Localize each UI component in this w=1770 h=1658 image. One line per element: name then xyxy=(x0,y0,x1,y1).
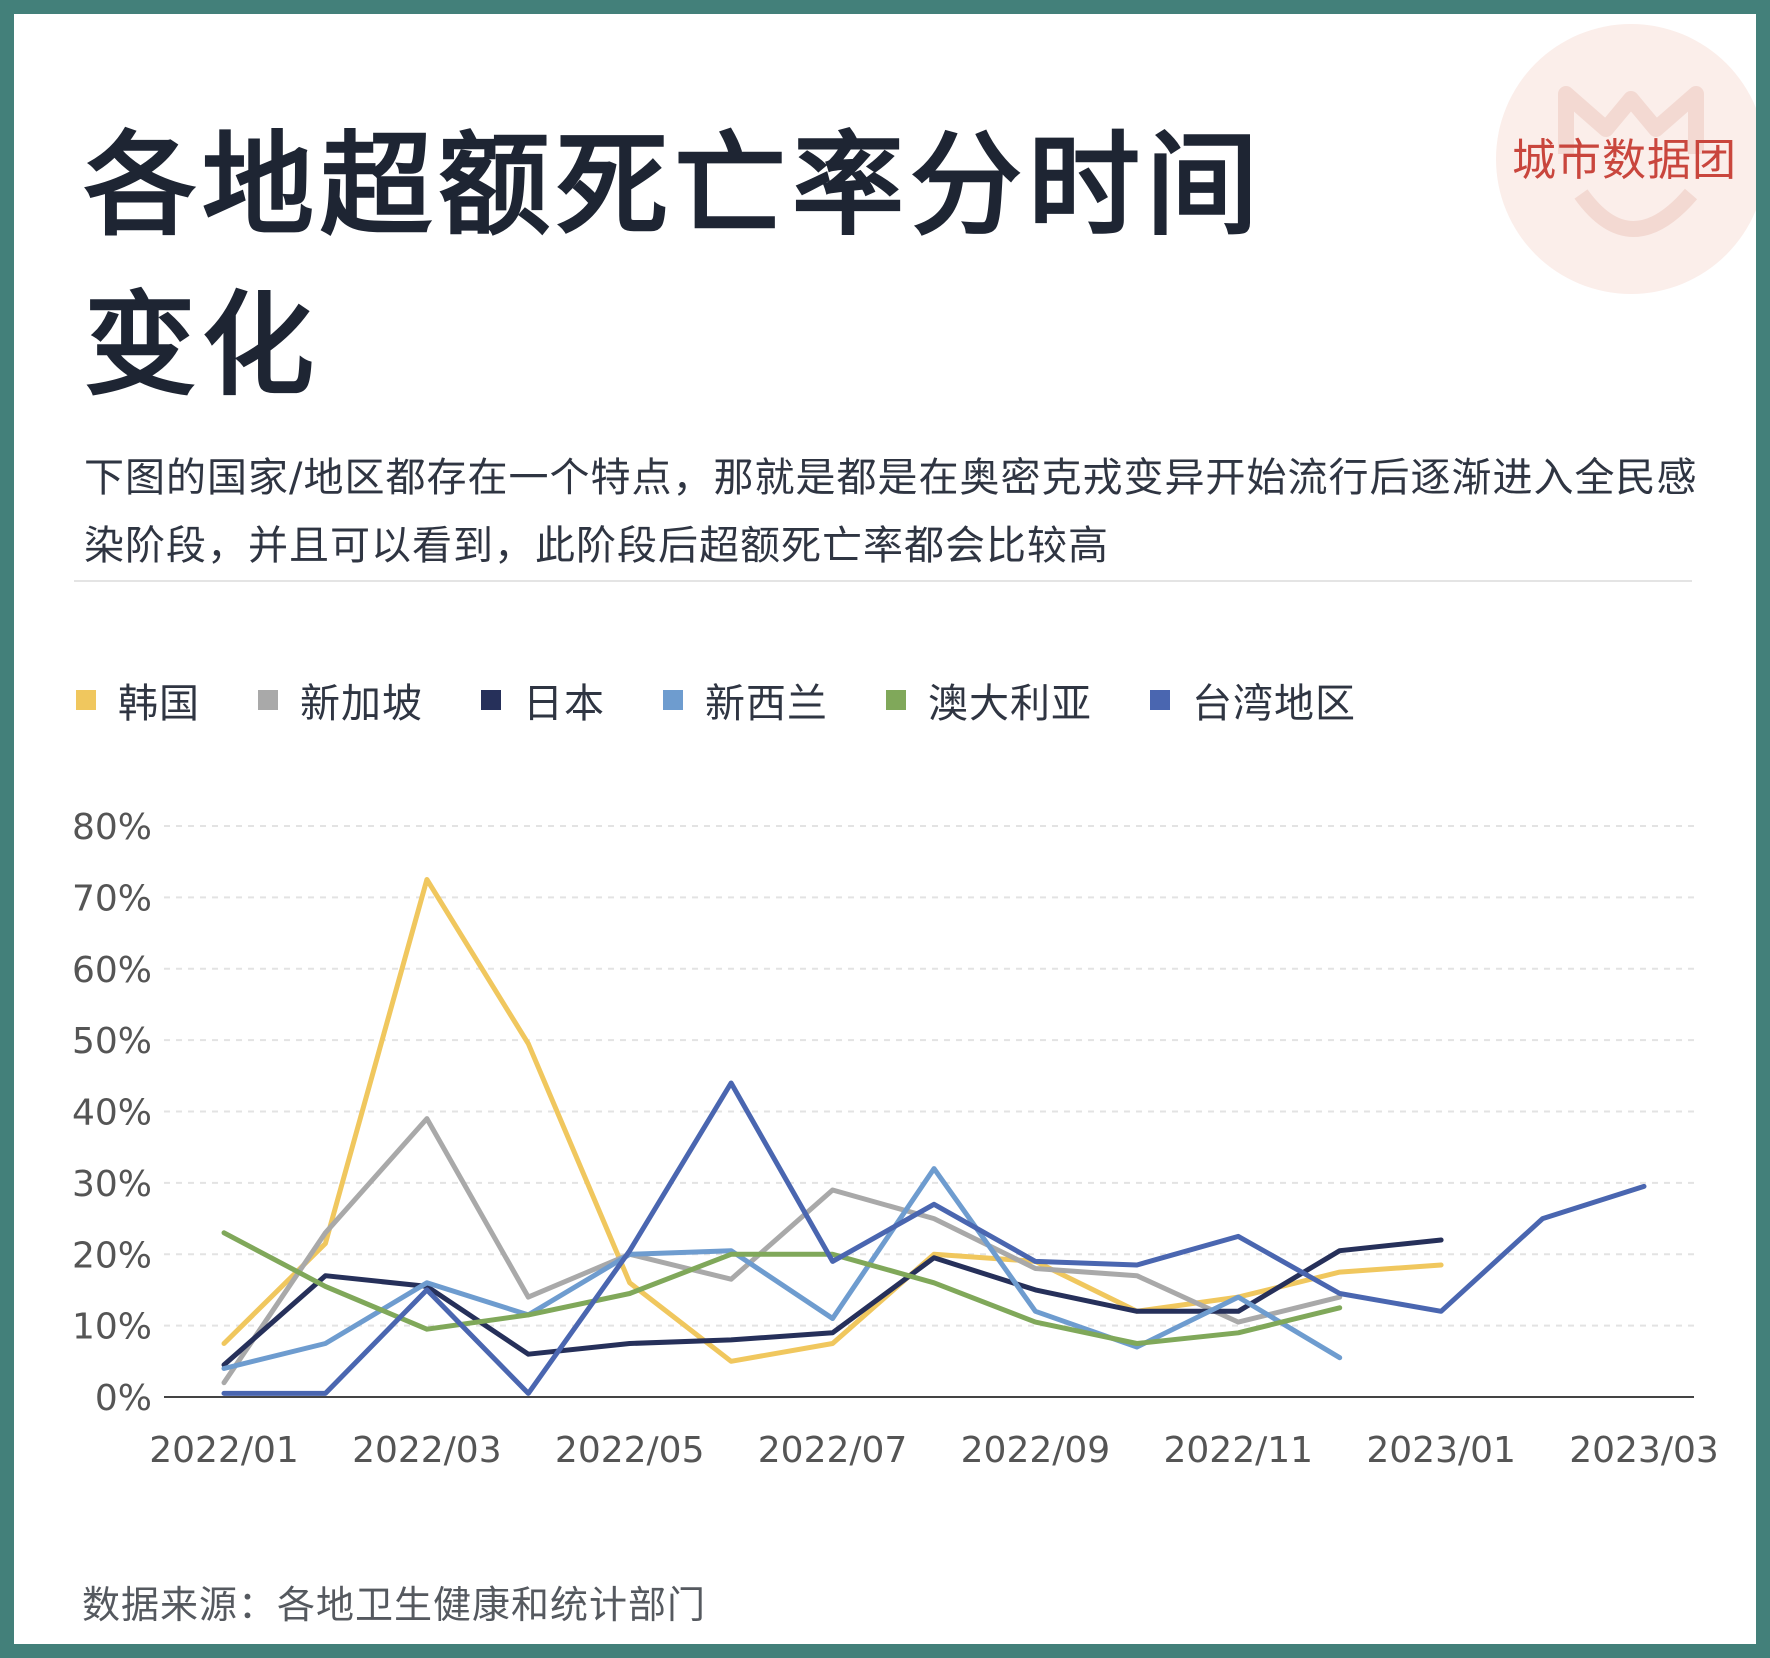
legend-label: 台湾地区 xyxy=(1192,681,1356,727)
legend-item: 日本 xyxy=(481,671,605,729)
legend-label: 新西兰 xyxy=(705,681,828,727)
x-tick-label: 2022/09 xyxy=(961,1430,1111,1471)
y-tick-label: 20% xyxy=(72,1235,152,1276)
legend-swatch xyxy=(76,690,96,710)
chart-legend: 韩国 新加坡 日本 新西兰 澳大利亚 台湾地区 xyxy=(76,670,1414,730)
legend-label: 澳大利亚 xyxy=(928,681,1092,727)
line-chart: 0% 10% 20% 30% 40% 50% 60% 70% 80% 2022/01 2022/03… xyxy=(72,807,1719,1471)
legend-item: 韩国 xyxy=(76,671,200,729)
legend-label: 韩国 xyxy=(118,681,200,727)
legend-label: 新加坡 xyxy=(300,681,423,727)
legend-swatch xyxy=(1150,690,1170,710)
x-tick-label: 2022/05 xyxy=(555,1430,705,1471)
y-tick-label: 60% xyxy=(72,950,152,991)
y-tick-label: 80% xyxy=(72,807,152,848)
legend-item: 澳大利亚 xyxy=(886,671,1092,729)
logo-icon xyxy=(1558,86,1704,237)
chart-card: 城市数据团 各地超额死亡率分时间变化 下图的国家/地区都存在一个特点，那就是都是… xyxy=(14,14,1756,1644)
x-tick-label: 2022/07 xyxy=(758,1430,908,1471)
legend-swatch xyxy=(481,690,501,710)
y-tick-label: 30% xyxy=(72,1164,152,1205)
legend-item: 台湾地区 xyxy=(1150,671,1356,729)
legend-item: 新西兰 xyxy=(663,671,828,729)
y-tick-label: 0% xyxy=(95,1378,152,1419)
page-subtitle: 下图的国家/地区都存在一个特点，那就是都是在奥密克戎变异开始流行后逐渐进入全民感… xyxy=(84,455,1698,569)
legend-swatch xyxy=(886,690,906,710)
y-tick-label: 70% xyxy=(72,878,152,919)
x-tick-label: 2022/03 xyxy=(352,1430,502,1471)
logo-badge xyxy=(1496,24,1756,294)
series-line-4 xyxy=(221,1166,1343,1371)
series-line-1 xyxy=(221,877,1444,1364)
page-title: 各地超额死亡率分时间变化 xyxy=(84,121,1264,411)
legend-swatch xyxy=(258,690,278,710)
x-tick-label: 2022/11 xyxy=(1164,1430,1314,1471)
x-tick-label: 2023/03 xyxy=(1569,1430,1719,1471)
data-source: 数据来源：各地卫生健康和统计部门 xyxy=(82,1583,707,1627)
logo-text: 城市数据团 xyxy=(1512,135,1737,186)
y-tick-label: 40% xyxy=(72,1093,152,1134)
x-tick-label: 2023/01 xyxy=(1366,1430,1516,1471)
series-line-3 xyxy=(221,1237,1444,1368)
legend-item: 新加坡 xyxy=(258,671,423,729)
y-tick-label: 50% xyxy=(72,1021,152,1062)
legend-label: 日本 xyxy=(523,681,605,727)
y-tick-label: 10% xyxy=(72,1307,152,1348)
x-tick-label: 2022/01 xyxy=(149,1430,299,1471)
divider xyxy=(74,580,1692,582)
series-line-2 xyxy=(221,1116,1343,1386)
legend-swatch xyxy=(663,690,683,710)
series-line-5 xyxy=(221,1230,1343,1346)
series-line-6 xyxy=(221,1080,1647,1396)
